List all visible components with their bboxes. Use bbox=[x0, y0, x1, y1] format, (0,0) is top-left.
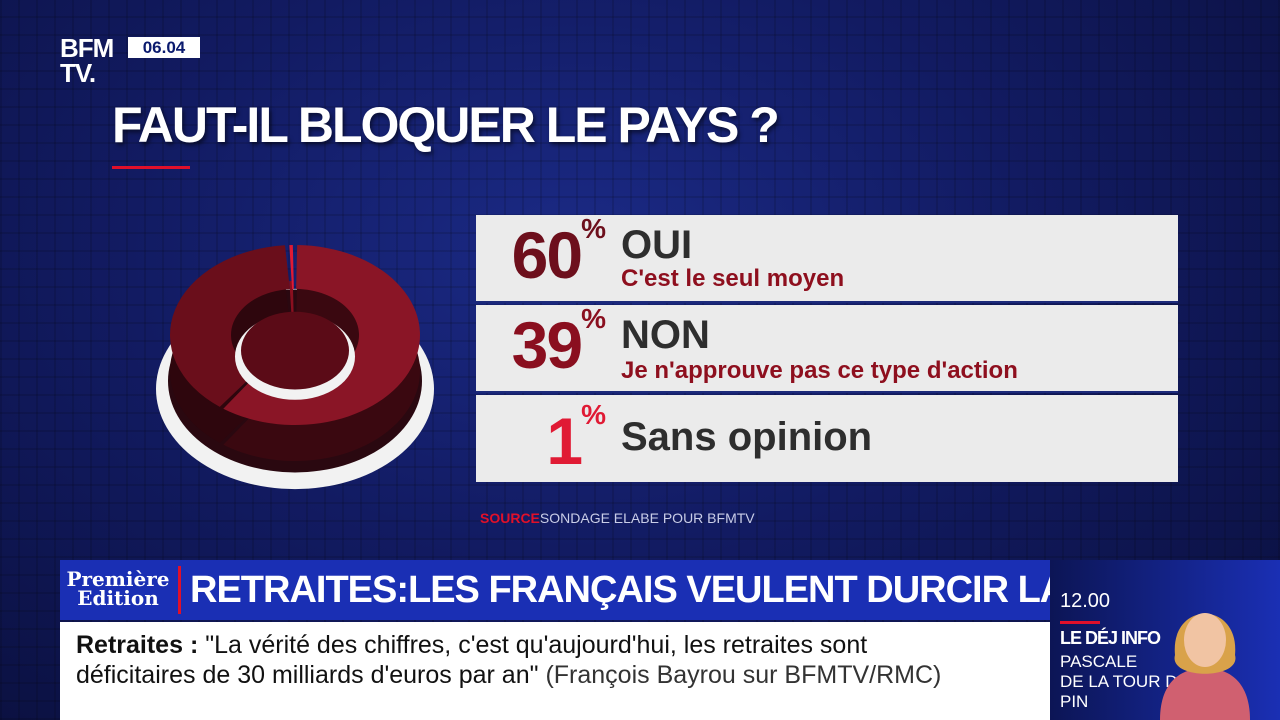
presenter-jacket bbox=[1160, 668, 1250, 720]
row-separator bbox=[476, 391, 1178, 393]
quote-line-1: Retraites : "La vérité des chiffres, c'e… bbox=[76, 630, 1036, 660]
pct-sans-opinion-symbol: % bbox=[581, 399, 606, 430]
premiere-edition-logo: Première Edition bbox=[60, 560, 176, 620]
quote-line2-text: déficitaires de 30 milliards d'euros par… bbox=[76, 661, 539, 689]
logo-line2: TV. bbox=[60, 58, 96, 88]
donut-hole-inner bbox=[241, 311, 349, 390]
quote-strip bbox=[60, 622, 1050, 720]
label-non: NON bbox=[621, 313, 710, 357]
pct-non-symbol: % bbox=[581, 303, 606, 334]
row-separator bbox=[476, 301, 1178, 303]
host-line-2: DE LA TOUR DU PIN bbox=[1060, 672, 1190, 711]
title-underline bbox=[112, 166, 190, 169]
pct-sans-opinion: 1% bbox=[546, 399, 606, 479]
donut-slice-2 bbox=[289, 245, 294, 289]
headline-text: RETRAITES:LES FRANÇAIS VEULENT DURCIR LA… bbox=[190, 569, 1193, 611]
headline-divider bbox=[178, 566, 181, 614]
result-row-sans-opinion: 1% Sans opinion bbox=[476, 395, 1178, 482]
quote-topic: Retraites : bbox=[76, 631, 199, 659]
pct-oui-symbol: % bbox=[581, 213, 606, 244]
next-show-rule bbox=[1060, 621, 1100, 624]
pct-non: 39% bbox=[511, 303, 606, 383]
quote-attribution: (François Bayrou sur BFMTV/RMC) bbox=[545, 661, 942, 689]
host-line-1: PASCALE bbox=[1060, 652, 1138, 671]
source-label: SOURCE bbox=[480, 510, 540, 526]
pct-sans-opinion-value: 1 bbox=[546, 404, 583, 478]
bfmtv-logo: BFM TV. bbox=[60, 33, 124, 90]
quote-line-2: déficitaires de 30 milliards d'euros par… bbox=[76, 660, 1036, 690]
donut-chart bbox=[156, 245, 434, 490]
next-show-time: 12.00 bbox=[1060, 590, 1111, 612]
label-sans-opinion: Sans opinion bbox=[621, 415, 873, 459]
clock: 06.04 bbox=[128, 37, 200, 58]
presenter-image bbox=[1160, 613, 1250, 720]
next-show-title: LE DÉJ INFO bbox=[1060, 628, 1161, 648]
result-row-non: 39% NON Je n'approuve pas ce type d'acti… bbox=[476, 303, 1178, 391]
logo-line1: BFM bbox=[60, 33, 114, 63]
sublabel-non: Je n'approuve pas ce type d'action bbox=[621, 357, 1018, 384]
results-panel: 60% OUI C'est le seul moyen 39% NON Je n… bbox=[476, 213, 1178, 482]
pct-oui: 60% bbox=[511, 213, 606, 293]
pct-non-value: 39 bbox=[511, 308, 583, 382]
source-text: SONDAGE ELABE POUR BFMTV bbox=[539, 510, 755, 526]
next-show-host: PASCALE DE LA TOUR DU PIN bbox=[1060, 652, 1200, 712]
chart-title: FAUT-IL BLOQUER LE PAYS ? bbox=[112, 97, 780, 153]
quote-line1-text: "La vérité des chiffres, c'est qu'aujour… bbox=[205, 631, 868, 659]
presenter-face bbox=[1184, 613, 1226, 667]
donut-slice-1 bbox=[170, 245, 290, 407]
result-row-oui: 60% OUI C'est le seul moyen bbox=[476, 213, 1178, 301]
headline-bar bbox=[60, 560, 1050, 620]
source-note: SOURCESONDAGE ELABE POUR BFMTV bbox=[480, 510, 755, 526]
sublabel-oui: C'est le seul moyen bbox=[621, 265, 845, 292]
pct-oui-value: 60 bbox=[511, 218, 583, 292]
quote-text: Retraites : "La vérité des chiffres, c'e… bbox=[76, 630, 1036, 690]
label-oui: OUI bbox=[621, 223, 693, 267]
